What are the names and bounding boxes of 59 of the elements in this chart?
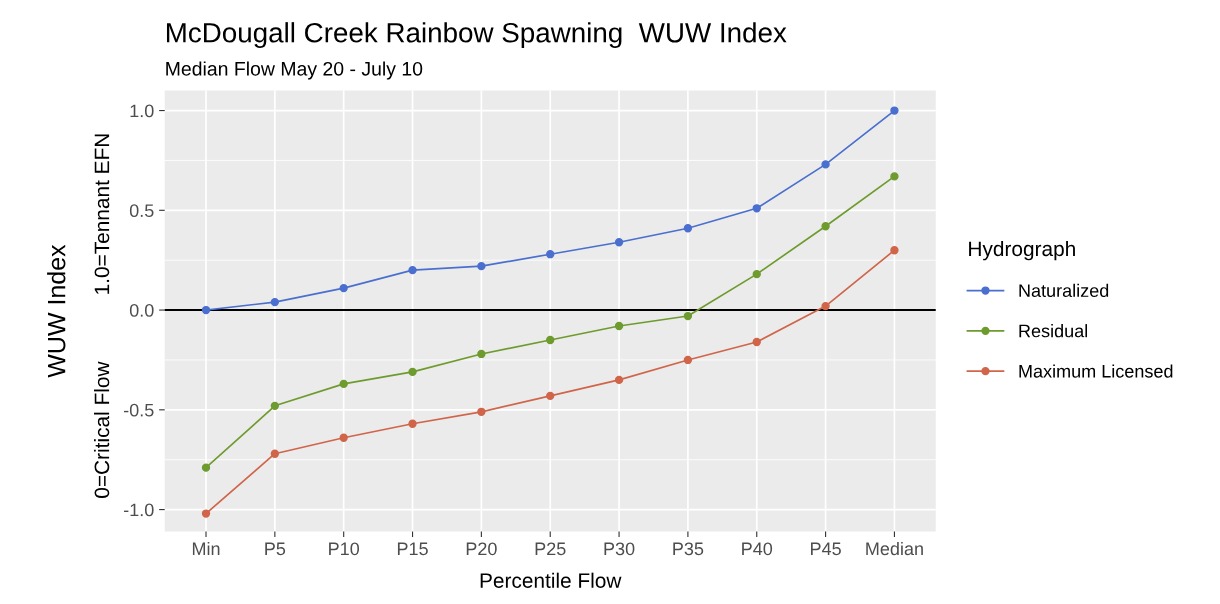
y-tick-label: 0.5 <box>129 204 154 218</box>
point <box>752 337 761 347</box>
point <box>821 222 830 231</box>
x-tick-label: P35 <box>673 542 704 556</box>
x-tick-label: P15 <box>397 542 428 556</box>
legend-label: Residual <box>1019 324 1088 338</box>
x-tick-label: P10 <box>329 542 360 556</box>
x-axis-title: Percentile Flow <box>480 572 622 588</box>
point <box>614 321 624 331</box>
x-tick-label: Min <box>192 541 220 556</box>
chart-title: McDougall Creek Rainbow Spawning WUW Index <box>166 22 787 49</box>
point <box>408 367 417 377</box>
point <box>890 106 899 115</box>
x-tick-label: P30 <box>604 542 635 556</box>
x-tick-label: Median <box>866 541 923 556</box>
chart-subtitle: Median Flow May 20 - July 10 <box>166 61 423 80</box>
point <box>683 355 693 365</box>
point <box>614 375 624 385</box>
point <box>752 269 761 279</box>
point <box>683 224 693 233</box>
point <box>890 172 899 181</box>
point <box>408 419 417 428</box>
point <box>546 250 555 259</box>
legend-label: Naturalized <box>1019 283 1109 298</box>
x-tick-label: P20 <box>466 542 497 556</box>
point <box>270 297 280 307</box>
point <box>546 391 555 401</box>
point <box>201 509 211 518</box>
point <box>408 265 417 275</box>
point <box>270 449 280 458</box>
point <box>339 379 348 389</box>
point <box>339 433 348 442</box>
text: 0=Critical Flow <box>93 361 110 498</box>
point <box>890 246 899 255</box>
point <box>477 349 486 359</box>
point <box>614 238 624 247</box>
point <box>477 262 486 271</box>
point <box>201 305 211 315</box>
point <box>683 311 693 321</box>
y-tick-label: 0.0 <box>129 304 154 317</box>
point <box>752 204 761 213</box>
y-tick-label: 1.0 <box>130 104 154 118</box>
point <box>270 401 280 410</box>
point <box>821 160 830 169</box>
point <box>201 463 211 472</box>
point <box>546 335 555 345</box>
point <box>339 283 348 293</box>
y-axis-title: WUW Index <box>47 244 66 378</box>
legend-title: Hydrograph <box>969 240 1075 261</box>
y-tick-label: -0.5 <box>123 403 154 417</box>
point <box>821 301 830 311</box>
x-tick-label: P40 <box>742 542 773 556</box>
point <box>477 407 486 416</box>
x-tick-label: P5 <box>265 542 286 556</box>
x-tick-label: P45 <box>811 542 841 556</box>
y-tick-label: -1.0 <box>123 503 154 517</box>
text: 1.0=Tennant EFN <box>94 134 110 294</box>
x-tick-label: P25 <box>535 542 566 556</box>
legend-label: Maximum Licensed <box>1019 364 1173 378</box>
